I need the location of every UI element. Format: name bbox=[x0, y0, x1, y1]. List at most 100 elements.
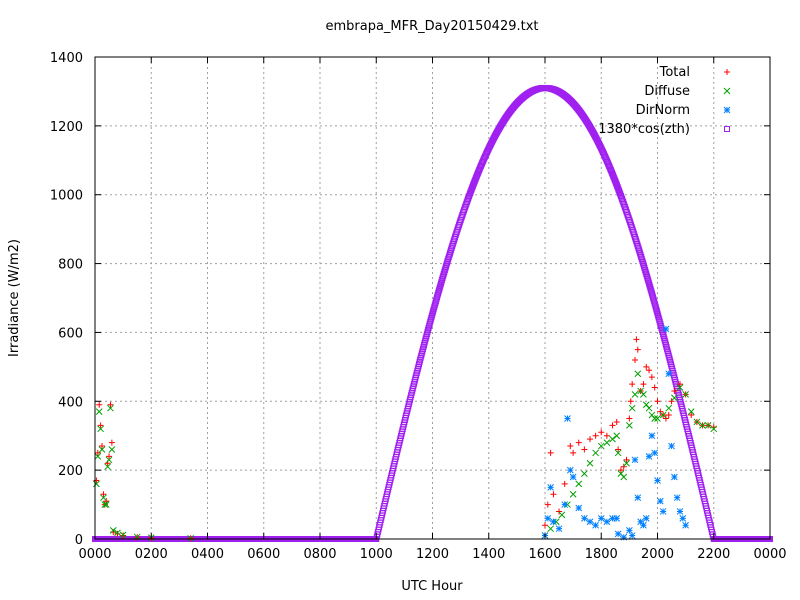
data-point bbox=[659, 508, 667, 515]
data-point bbox=[187, 534, 194, 542]
data-point bbox=[98, 446, 106, 453]
data-point bbox=[634, 370, 642, 378]
data-point bbox=[626, 422, 633, 429]
data-point bbox=[688, 412, 695, 419]
data-point bbox=[647, 286, 654, 293]
data-point bbox=[626, 527, 633, 534]
data-point bbox=[648, 290, 655, 297]
data-point bbox=[687, 408, 695, 415]
data-point bbox=[569, 473, 577, 481]
data-point bbox=[643, 270, 650, 277]
data-point bbox=[657, 408, 664, 415]
legend-label: Diffuse bbox=[644, 84, 690, 99]
x-tick-label: 0000 bbox=[753, 547, 786, 562]
data-point bbox=[654, 477, 661, 484]
data-point bbox=[662, 325, 670, 333]
data-point bbox=[97, 422, 104, 429]
data-point bbox=[439, 274, 446, 281]
data-point bbox=[547, 525, 554, 533]
series-1 bbox=[93, 370, 718, 542]
data-point bbox=[638, 255, 645, 262]
x-tick-label: 2000 bbox=[641, 547, 674, 562]
data-point bbox=[654, 415, 661, 422]
data-point bbox=[671, 473, 678, 481]
data-point bbox=[94, 453, 102, 460]
data-point bbox=[634, 494, 642, 502]
data-point bbox=[437, 280, 444, 287]
data-point bbox=[639, 257, 646, 264]
data-point bbox=[637, 252, 644, 259]
data-point bbox=[677, 381, 683, 388]
data-point bbox=[609, 435, 616, 443]
data-point bbox=[665, 370, 673, 378]
data-point bbox=[558, 511, 566, 519]
data-point bbox=[105, 456, 113, 464]
x-tick-label: 1000 bbox=[360, 547, 393, 562]
data-point bbox=[566, 466, 574, 474]
data-point bbox=[609, 514, 616, 522]
data-point bbox=[544, 501, 551, 508]
data-point bbox=[640, 521, 647, 529]
data-point bbox=[108, 446, 116, 453]
data-point bbox=[435, 288, 442, 295]
data-point bbox=[437, 282, 444, 289]
data-point bbox=[613, 514, 621, 522]
data-point bbox=[555, 525, 563, 533]
data-point bbox=[668, 398, 675, 405]
data-point bbox=[676, 384, 684, 391]
data-point bbox=[662, 415, 669, 422]
data-point bbox=[106, 453, 113, 460]
data-point bbox=[631, 391, 639, 398]
legend-label: DirNorm bbox=[636, 103, 690, 118]
x-tick-label: 1200 bbox=[416, 547, 449, 562]
x-tick-label: 0600 bbox=[247, 547, 280, 562]
x-tick-label: 0800 bbox=[303, 547, 336, 562]
data-point bbox=[569, 490, 577, 498]
data-point bbox=[638, 254, 645, 261]
data-point bbox=[95, 408, 103, 415]
data-point bbox=[609, 422, 616, 429]
data-point bbox=[575, 504, 583, 512]
data-point bbox=[567, 443, 574, 450]
data-point bbox=[434, 294, 440, 301]
data-point bbox=[544, 514, 552, 522]
y-tick-label: 600 bbox=[58, 326, 83, 341]
data-point bbox=[575, 480, 583, 488]
data-point bbox=[645, 453, 653, 460]
data-point bbox=[710, 425, 718, 433]
data-point bbox=[597, 514, 605, 522]
data-point bbox=[641, 263, 647, 270]
data-point bbox=[97, 425, 104, 433]
data-point bbox=[640, 261, 647, 268]
data-point bbox=[634, 346, 641, 353]
data-point bbox=[656, 497, 664, 505]
y-tick-label: 1400 bbox=[50, 51, 83, 66]
data-point bbox=[640, 381, 647, 388]
data-point bbox=[441, 267, 448, 274]
data-point bbox=[617, 467, 624, 474]
data-point bbox=[647, 284, 654, 291]
data-point bbox=[642, 268, 649, 275]
data-point bbox=[114, 530, 121, 537]
data-point bbox=[645, 278, 652, 285]
data-point bbox=[547, 449, 554, 456]
legend: Total Diffuse DirNorm 1380*cos(zth) bbox=[598, 65, 731, 137]
data-point bbox=[440, 272, 447, 279]
data-point bbox=[119, 531, 127, 539]
x-tick-label: 1400 bbox=[472, 547, 505, 562]
data-point bbox=[100, 491, 107, 498]
data-point bbox=[676, 508, 684, 515]
data-point bbox=[586, 518, 594, 526]
data-point bbox=[439, 276, 446, 283]
data-point bbox=[642, 514, 650, 522]
data-point bbox=[626, 415, 633, 422]
data-point bbox=[581, 470, 588, 477]
data-point bbox=[648, 432, 656, 440]
data-point bbox=[614, 449, 622, 457]
data-point bbox=[442, 265, 449, 272]
data-point bbox=[631, 456, 639, 464]
legend-marker bbox=[723, 87, 731, 95]
data-point bbox=[102, 501, 110, 508]
data-point bbox=[441, 268, 448, 275]
